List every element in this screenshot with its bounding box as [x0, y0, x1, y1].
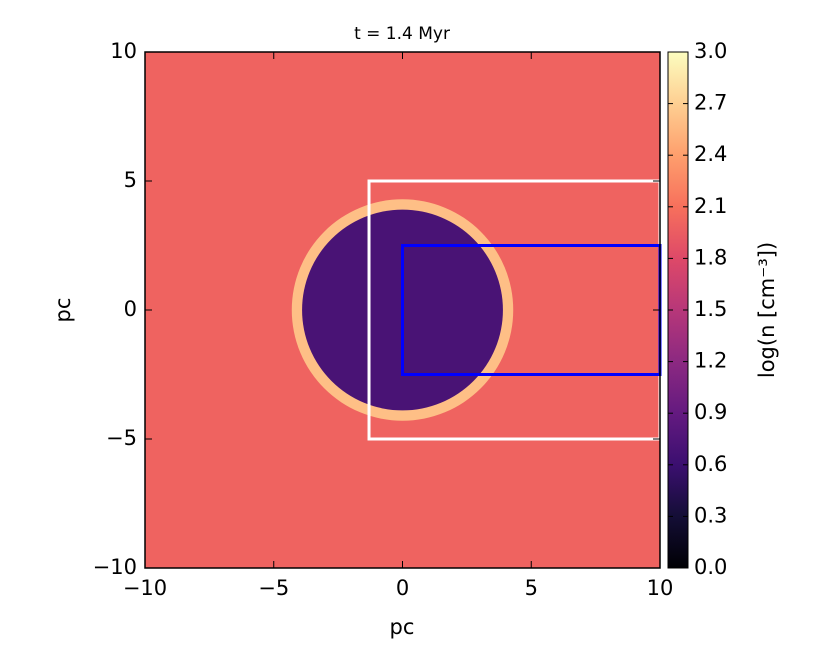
x-tick-label: −5 [258, 576, 289, 600]
x-tick-label: −10 [123, 576, 167, 600]
x-tick-label: 10 [647, 576, 674, 600]
y-tick-label: −10 [93, 555, 137, 579]
colorbar-tick-label: 1.5 [694, 297, 727, 321]
y-tick-label: 10 [110, 39, 137, 63]
colorbar-label: log(n [cm⁻³]) [755, 242, 779, 378]
colorbar-tick-label: 1.8 [694, 245, 727, 269]
y-axis-label: pc [51, 298, 75, 323]
colorbar-tick-label: 0.3 [694, 503, 727, 527]
y-tick-label: −5 [106, 426, 137, 450]
x-tick-label: 0 [396, 576, 409, 600]
colorbar-tick-label: 0.0 [694, 555, 727, 579]
colorbar-tick-label: 0.9 [694, 400, 727, 424]
x-axis-label: pc [390, 615, 415, 639]
colorbar-tick-label: 2.7 [694, 91, 727, 115]
colorbar-tick-label: 2.4 [694, 142, 727, 166]
chart-title: t = 1.4 Myr [354, 24, 450, 44]
y-tick-label: 0 [124, 297, 137, 321]
colorbar-tick-label: 0.6 [694, 452, 727, 476]
y-tick-label: 5 [124, 168, 137, 192]
colorbar-tick-label: 2.1 [694, 194, 727, 218]
colorbar-tick-label: 1.2 [694, 349, 727, 373]
x-tick-label: 5 [525, 576, 538, 600]
colorbar-tick-label: 3.0 [694, 39, 727, 63]
field [145, 52, 660, 568]
